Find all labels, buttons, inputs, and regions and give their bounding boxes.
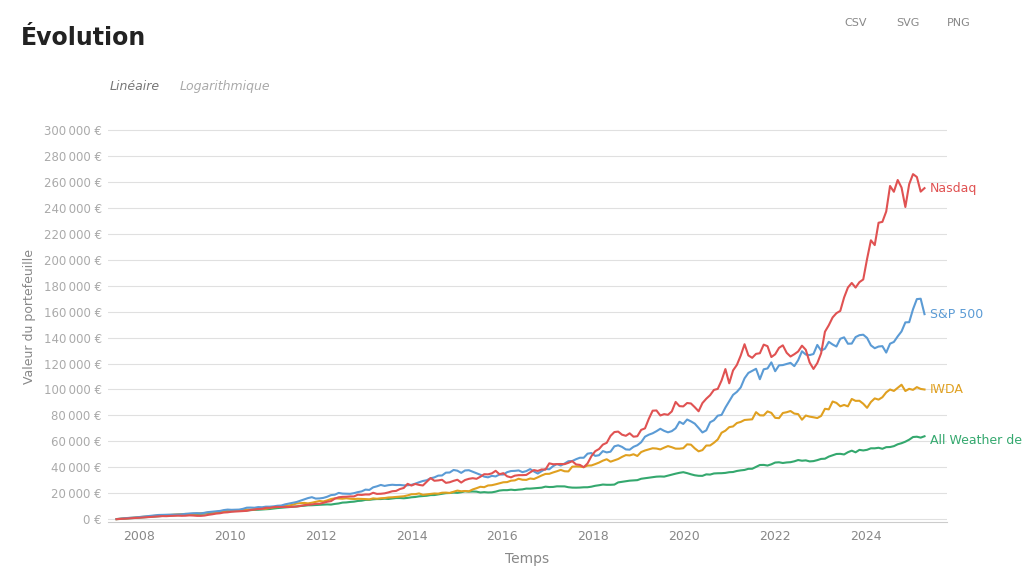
- Text: PNG: PNG: [947, 18, 971, 28]
- Text: Nasdaq: Nasdaq: [930, 182, 977, 195]
- X-axis label: Temps: Temps: [505, 552, 550, 565]
- Text: Logarithmique: Logarithmique: [179, 80, 270, 93]
- Text: IWDA: IWDA: [930, 383, 964, 396]
- Text: CSV: CSV: [845, 18, 867, 28]
- Text: All Weather de Ray Dalio: All Weather de Ray Dalio: [930, 434, 1024, 447]
- Y-axis label: Valeur du portefeuille: Valeur du portefeuille: [23, 249, 36, 383]
- Text: Linéaire: Linéaire: [110, 80, 160, 93]
- Text: S&P 500: S&P 500: [930, 307, 983, 321]
- Text: SVG: SVG: [896, 18, 920, 28]
- Text: Évolution: Évolution: [20, 26, 145, 50]
